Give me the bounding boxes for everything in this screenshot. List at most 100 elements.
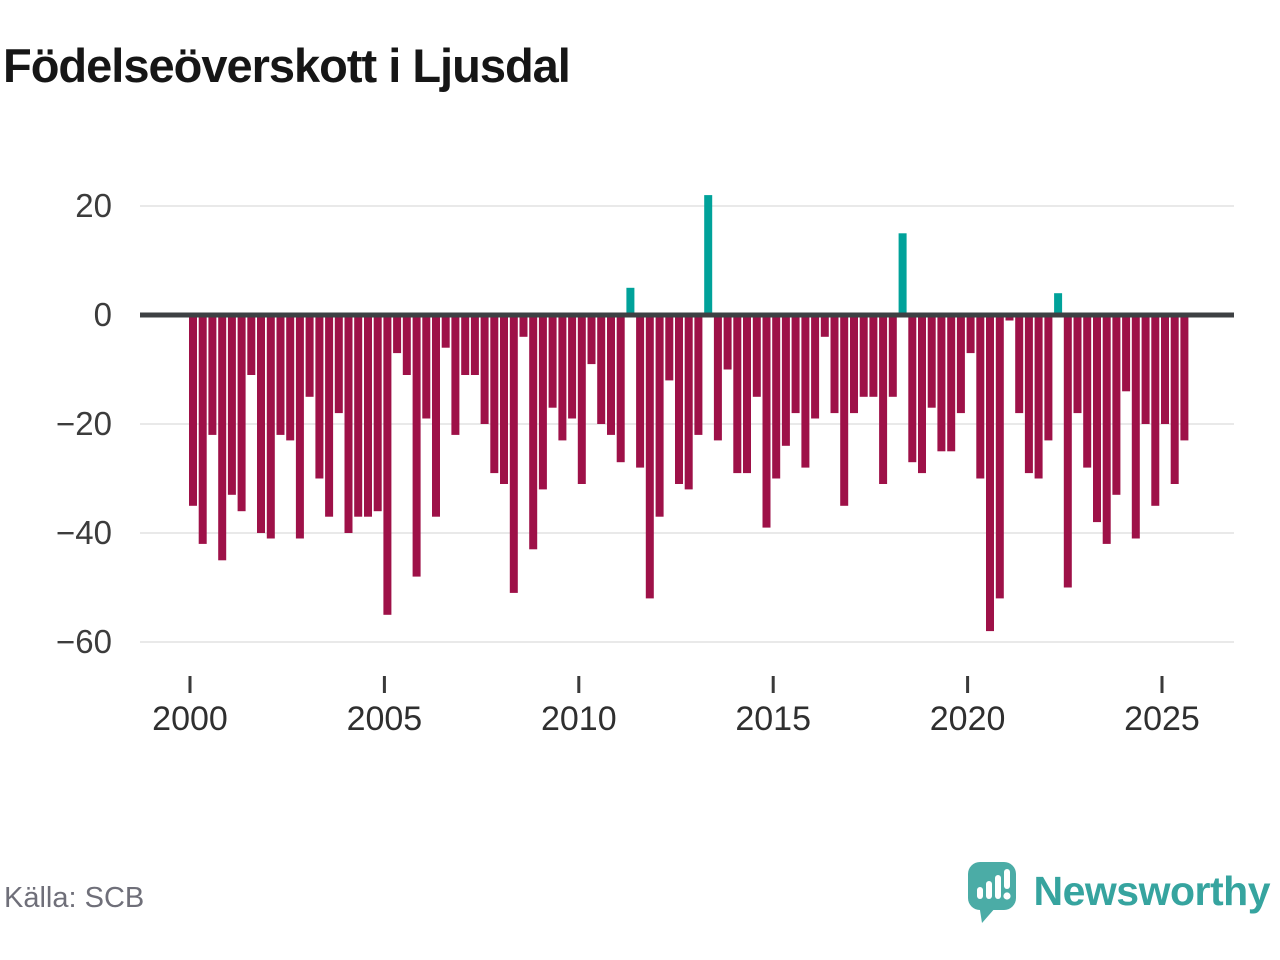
x-tick-mark	[382, 676, 386, 693]
bar-negative	[811, 315, 820, 419]
bar-positive	[898, 233, 907, 316]
bar-negative	[966, 315, 975, 354]
bar-negative	[762, 315, 771, 528]
bar-negative	[1034, 315, 1043, 479]
bar-negative	[509, 315, 518, 593]
bar-negative	[976, 315, 985, 479]
bar-negative	[1131, 315, 1140, 539]
bar-negative	[276, 315, 285, 435]
bar-negative	[208, 315, 217, 435]
bar-negative	[461, 315, 470, 375]
x-axis-tick-label: 2020	[929, 700, 1006, 738]
bar-negative	[607, 315, 615, 435]
bar-negative	[480, 315, 489, 424]
x-tick-mark	[188, 676, 192, 693]
bar-negative	[869, 315, 878, 397]
bar-negative	[354, 315, 363, 517]
bar-negative	[1161, 315, 1169, 424]
x-axis-tick-label: 2010	[540, 700, 617, 738]
y-axis-tick-label: 0	[93, 296, 112, 333]
bar-negative	[694, 315, 703, 435]
bar-negative	[791, 315, 800, 414]
bar-negative	[956, 315, 965, 414]
bar-negative	[830, 315, 839, 414]
bar-positive	[626, 287, 635, 316]
bar-positive	[1054, 293, 1063, 315]
bar-negative	[402, 315, 411, 375]
bar-negative	[1151, 315, 1160, 506]
bar-negative	[665, 315, 674, 381]
bar-negative	[655, 315, 664, 517]
bar-negative	[558, 315, 567, 441]
bar-negative	[198, 315, 207, 544]
bar-negative	[1073, 315, 1082, 414]
bar-negative	[995, 315, 1004, 599]
bar-negative	[1112, 315, 1121, 495]
y-axis-tick-label: −20	[56, 405, 112, 442]
bar-negative	[422, 315, 431, 419]
x-axis-tick-label: 2000	[152, 700, 228, 738]
bar-negative	[801, 315, 810, 468]
x-axis-tick-label: 2015	[735, 700, 812, 738]
bar-negative	[616, 315, 625, 463]
bar-negative	[432, 315, 440, 517]
x-axis-tick-label: 2025	[1124, 700, 1200, 738]
bar-negative	[189, 315, 197, 506]
bar-negative	[257, 315, 265, 533]
bar-negative	[1170, 315, 1179, 484]
bar-negative	[947, 315, 956, 452]
bar-negative	[927, 315, 936, 408]
bar-negative	[918, 315, 926, 474]
bar-negative	[1102, 315, 1111, 544]
bar-negative	[247, 315, 256, 375]
bar-negative	[227, 315, 236, 495]
bar-negative	[888, 315, 897, 397]
bar-negative	[1093, 315, 1101, 523]
brand-name: Newsworthy	[1033, 868, 1271, 914]
bar-negative	[568, 315, 577, 419]
bar-negative	[266, 315, 275, 539]
bar-negative	[577, 315, 586, 484]
bar-negative	[325, 315, 334, 517]
zero-line	[140, 312, 1234, 318]
bar-negative	[412, 315, 421, 577]
bar-negative	[713, 315, 722, 441]
grid-line	[140, 641, 1234, 643]
bar-negative	[315, 315, 324, 479]
source-note: Källa: SCB	[4, 882, 145, 914]
page-title: Födelseöverskott i Ljusdal	[3, 39, 571, 92]
bar-positive	[704, 195, 713, 315]
bar-negative	[937, 315, 946, 452]
bar-negative	[1083, 315, 1092, 468]
bar-negative	[1122, 315, 1131, 392]
x-tick-mark	[1160, 676, 1164, 693]
bar-negative	[548, 315, 557, 408]
bar-negative	[986, 315, 994, 632]
bar-negative	[373, 315, 382, 512]
bar-negative	[305, 315, 314, 397]
bar-negative	[383, 315, 392, 615]
y-axis-tick-label: −60	[56, 623, 112, 660]
bar-negative	[879, 315, 888, 484]
bar-negative	[364, 315, 372, 517]
bar-negative	[723, 315, 732, 370]
bar-negative	[820, 315, 829, 337]
bar-negative	[859, 315, 868, 397]
bar-negative	[286, 315, 295, 441]
bar-negative	[850, 315, 858, 414]
bar-negative	[393, 315, 402, 354]
bar-negative	[529, 315, 538, 550]
bar-negative	[675, 315, 683, 484]
x-tick-mark	[577, 676, 581, 693]
bar-negative	[519, 315, 528, 337]
bar-negative	[597, 315, 606, 424]
bar-negative	[1180, 315, 1189, 441]
bar-negative	[1005, 315, 1014, 321]
bar-negative	[772, 315, 781, 479]
x-tick-mark	[966, 676, 970, 693]
bar-negative	[451, 315, 460, 435]
y-axis-tick-label: 20	[75, 187, 112, 224]
bar-negative	[636, 315, 645, 468]
